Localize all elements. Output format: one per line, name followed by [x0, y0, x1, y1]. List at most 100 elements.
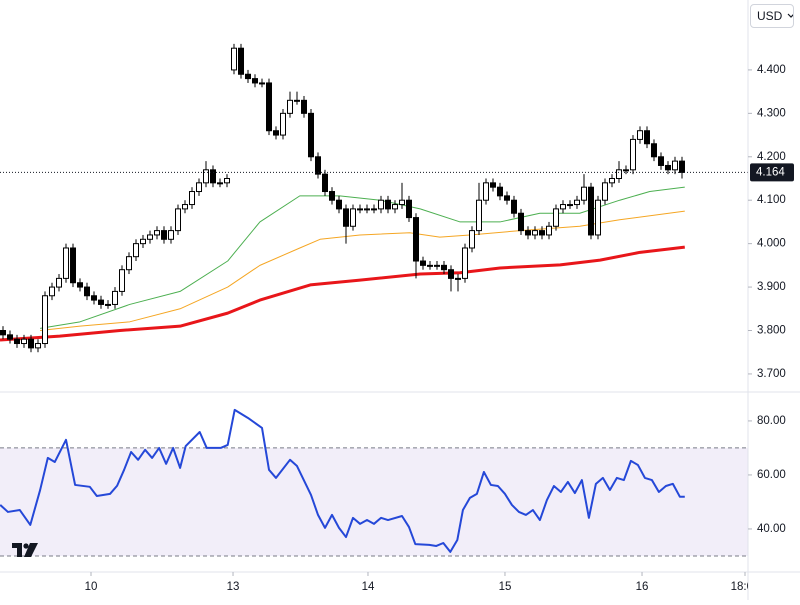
candle-body	[280, 112, 287, 136]
candle-body	[182, 204, 189, 210]
currency-label: USD	[757, 9, 783, 23]
candle-body	[587, 186, 594, 236]
moving-average	[0, 245, 685, 342]
candle-body	[315, 156, 322, 175]
candle-body	[217, 182, 224, 185]
candle-body	[454, 277, 461, 280]
candle-body	[503, 195, 510, 201]
candle-body	[384, 199, 391, 210]
candle-body	[524, 230, 531, 236]
candle-body	[468, 230, 475, 249]
y-tick-label: 4.200	[757, 151, 786, 163]
candle-body	[259, 82, 266, 85]
candle-body	[14, 338, 21, 345]
y-tick-label: 4.100	[757, 194, 786, 206]
candle-body	[336, 199, 343, 210]
candle-body	[475, 199, 482, 232]
candle-body	[112, 290, 119, 305]
candle-body	[231, 47, 238, 71]
y-tick-label: 3.800	[757, 325, 786, 337]
logo	[12, 543, 38, 557]
candle-body	[343, 208, 350, 227]
candle-body	[175, 208, 182, 232]
rsi-pane-lines	[0, 408, 685, 553]
candle-body	[377, 199, 384, 210]
candle-body	[671, 160, 678, 171]
candle-body	[35, 343, 42, 349]
candle-body	[301, 99, 308, 114]
x-tick-label: 16	[636, 581, 649, 593]
candle-body	[636, 130, 643, 140]
candle-body	[56, 277, 63, 288]
candle-body	[203, 169, 210, 184]
y-tick-label: 3.700	[757, 368, 786, 380]
candle-body	[98, 299, 105, 305]
candle-body	[273, 130, 280, 136]
candle-body	[440, 264, 447, 271]
candle-body	[49, 286, 56, 297]
candle-body	[664, 164, 671, 171]
candle-body	[517, 212, 524, 232]
candle-body	[294, 99, 301, 102]
candle-body	[447, 269, 454, 279]
y-tick-label: 60.00	[757, 469, 786, 481]
candle-body	[398, 199, 405, 206]
x-tick-label: 10	[85, 581, 98, 593]
x-tick-label: 13	[227, 581, 240, 593]
candle-body	[594, 199, 601, 236]
currency-dropdown[interactable]: USD	[750, 4, 794, 28]
candle-body	[482, 182, 489, 201]
candle-body	[161, 230, 168, 240]
candle-body	[252, 78, 259, 84]
x-tick-label: 14	[362, 581, 375, 593]
candle-body	[545, 225, 552, 236]
candle-body	[629, 138, 636, 171]
candle-body	[433, 264, 440, 267]
candle-body	[266, 82, 273, 132]
candle-body	[140, 238, 147, 245]
candle-body	[650, 143, 657, 158]
candle-body	[210, 169, 217, 184]
candle-body	[405, 199, 412, 219]
candle-body	[371, 208, 377, 211]
candle-body	[147, 234, 154, 240]
candle-body	[622, 169, 629, 172]
candle-body	[308, 112, 315, 158]
candle-body	[364, 208, 371, 211]
candle-body	[21, 338, 28, 345]
candle-body	[496, 186, 503, 197]
candle-body	[168, 230, 175, 240]
candle-body	[601, 182, 608, 201]
candle-body	[91, 295, 98, 301]
candle-body	[573, 199, 580, 206]
candle-body	[538, 230, 545, 236]
candle-body	[643, 130, 650, 145]
candle-body	[357, 208, 364, 211]
rsi-line	[0, 408, 685, 553]
last-price-tag	[750, 163, 794, 182]
candle-body	[189, 191, 196, 206]
candle-body	[419, 260, 426, 266]
y-tick-label: 4.000	[757, 238, 786, 250]
candle-body	[0, 330, 7, 336]
candle-body	[238, 47, 245, 75]
candle-body	[657, 156, 664, 166]
x-tick-label: 15	[499, 581, 512, 593]
candle-body	[552, 208, 559, 227]
price-pane	[0, 43, 748, 353]
x-tick-label: 18:00	[731, 581, 760, 593]
candle-body	[7, 334, 14, 340]
candle-body	[615, 169, 622, 179]
candle-body	[84, 286, 91, 297]
candle-body	[196, 182, 203, 193]
candle-body	[28, 338, 35, 349]
y-tick-label: 4.400	[757, 64, 786, 76]
candle-body	[566, 204, 573, 207]
candle-body	[154, 230, 161, 236]
candle-body	[426, 264, 433, 267]
candle-body	[77, 282, 84, 288]
candle-body	[489, 182, 496, 188]
candle-body	[329, 191, 336, 201]
candle-body	[133, 243, 140, 258]
